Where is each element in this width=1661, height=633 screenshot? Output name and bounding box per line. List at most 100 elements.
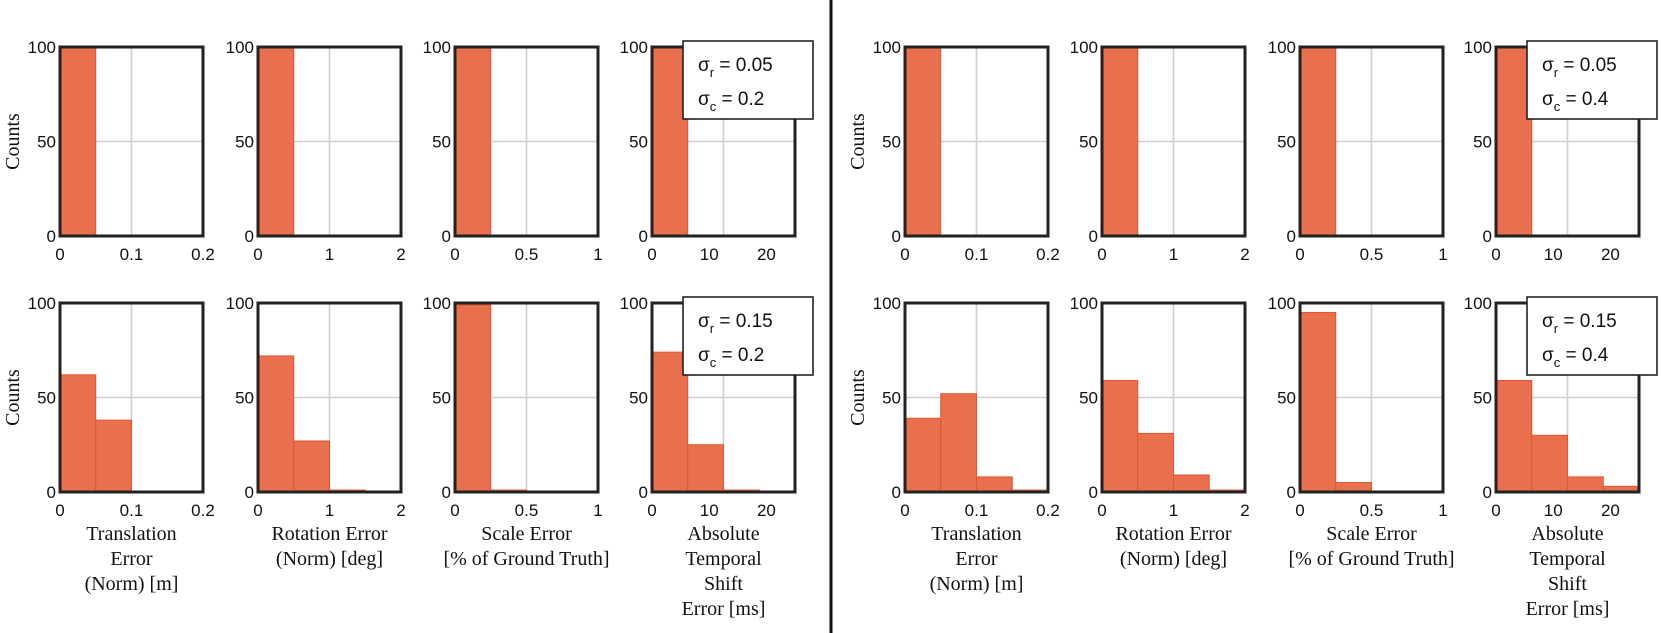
x-tick-label: 2 <box>396 501 405 520</box>
x-axis-label: Absolute <box>687 523 759 545</box>
histogram-bar <box>940 393 977 493</box>
x-tick-label: 10 <box>700 501 719 520</box>
subscript-r: r <box>710 65 715 80</box>
y-tick-label: 100 <box>1268 294 1296 313</box>
legend-entry-sigma-c: σc = 0.4 <box>1542 89 1609 114</box>
x-axis-label: Error [ms] <box>1526 598 1610 620</box>
y-tick-label: 0 <box>892 227 901 246</box>
histogram-bar <box>976 476 1013 493</box>
sigma-symbol: σ <box>1542 89 1554 110</box>
sigma-symbol: σ <box>698 311 710 332</box>
axes-frame <box>453 301 600 494</box>
y-tick-label: 50 <box>1277 389 1296 408</box>
y-tick-label: 100 <box>28 294 56 313</box>
y-axis-label: Counts <box>847 369 869 426</box>
x-tick-label: 1 <box>593 245 602 264</box>
axes-frame <box>1100 301 1247 494</box>
x-tick-label: 0.5 <box>515 245 539 264</box>
x-axis-label: Temporal <box>1529 548 1606 570</box>
subplot-right-2-1: 0 50 100 0 0.1 0.2 Counts Translation Error (Norm… <box>847 294 1060 595</box>
x-tick-label: 1 <box>1438 245 1447 264</box>
y-tick-label: 50 <box>1079 133 1098 152</box>
y-tick-label: 100 <box>28 38 56 57</box>
y-tick-label: 0 <box>442 483 451 502</box>
histogram-bar <box>1299 311 1337 493</box>
axes-frame <box>903 45 1050 238</box>
y-tick-label: 50 <box>629 389 648 408</box>
x-tick-label: 0 <box>647 501 656 520</box>
sigma-symbol: σ <box>1542 345 1554 366</box>
x-tick-label: 1 <box>325 501 334 520</box>
x-tick-label: 0 <box>1295 245 1304 264</box>
x-axis-label: Shift <box>1548 573 1587 595</box>
legend-value-sigma-c: = 0.2 <box>716 345 764 366</box>
y-tick-label: 0 <box>245 483 254 502</box>
subplot-right-2-4: 0 50 100 0 10 20 Absolute Temporal Shift Error [m… <box>1464 294 1658 620</box>
legend-value-sigma-c: = 0.2 <box>716 89 764 110</box>
y-tick-label: 0 <box>1089 483 1098 502</box>
x-axis-label: Error <box>955 548 998 570</box>
legend-box <box>682 296 814 376</box>
histogram-bar <box>257 355 295 493</box>
x-tick-label: 1 <box>1438 501 1447 520</box>
x-axis-label: Error <box>110 548 153 570</box>
histogram-bar <box>651 46 689 237</box>
x-axis-label: Rotation Error <box>271 523 387 545</box>
y-tick-label: 50 <box>235 389 254 408</box>
subplot-right-1-3: 0 50 100 0 0.5 1 <box>1268 38 1448 264</box>
y-axis-label: Counts <box>2 369 24 426</box>
subplot-left-2-3: 0 50 100 0 0.5 1 Scale Error [% of Ground Truth… <box>423 294 610 570</box>
x-tick-label: 0 <box>1295 501 1304 520</box>
sigma-symbol: σ <box>698 89 710 110</box>
x-axis-label: (Norm) [deg] <box>276 548 383 570</box>
y-tick-label: 50 <box>882 389 901 408</box>
histogram-bar <box>1531 434 1568 493</box>
x-tick-label: 20 <box>757 245 776 264</box>
x-tick-label: 0 <box>55 501 64 520</box>
x-tick-label: 0.2 <box>191 245 215 264</box>
axes-frame <box>256 45 403 238</box>
subscript-c: c <box>1554 355 1561 370</box>
sigma-symbol: σ <box>1542 311 1554 332</box>
x-tick-label: 0.1 <box>965 501 989 520</box>
histogram-bar <box>454 46 492 237</box>
x-axis-label: Translation <box>931 523 1021 545</box>
histogram-bar <box>1101 46 1139 237</box>
legend-value-sigma-c: = 0.4 <box>1560 89 1608 110</box>
x-tick-label: 0.1 <box>120 245 144 264</box>
x-tick-label: 2 <box>1240 245 1249 264</box>
y-tick-label: 50 <box>882 133 901 152</box>
sigma-symbol: σ <box>698 55 710 76</box>
y-tick-label: 0 <box>47 483 56 502</box>
y-tick-label: 100 <box>423 294 451 313</box>
histogram-bar <box>1495 46 1533 237</box>
x-tick-label: 0.5 <box>1360 501 1384 520</box>
legend-entry-sigma-c: σc = 0.2 <box>698 345 764 370</box>
x-tick-label: 10 <box>1544 501 1563 520</box>
x-tick-label: 0 <box>1491 501 1500 520</box>
legend-box <box>1526 40 1658 120</box>
x-axis-label: Shift <box>704 573 743 595</box>
x-tick-label: 0 <box>900 501 909 520</box>
x-tick-label: 0.2 <box>191 501 215 520</box>
y-tick-label: 0 <box>639 227 648 246</box>
y-tick-label: 100 <box>1268 38 1296 57</box>
subplot-left-2-4: 0 50 100 0 10 20 Absolute Temporal Shift Error [m… <box>620 294 814 620</box>
x-tick-label: 1 <box>325 245 334 264</box>
y-axis-label: Counts <box>847 113 869 170</box>
axes-frame <box>256 301 403 494</box>
subplot-right-1-2: 0 50 100 0 1 2 <box>1070 38 1250 264</box>
histogram-bar <box>1173 474 1210 493</box>
y-tick-label: 100 <box>873 38 901 57</box>
subscript-r: r <box>1554 65 1559 80</box>
subplot-right-2-2: 0 50 100 0 1 2 Rotation Error (Norm) [deg] <box>1070 294 1250 570</box>
y-tick-label: 0 <box>1089 227 1098 246</box>
y-tick-label: 50 <box>629 133 648 152</box>
histogram-bar <box>1137 432 1174 493</box>
y-tick-label: 100 <box>620 294 648 313</box>
axes-frame <box>453 45 600 238</box>
subplot-left-1-2: 0 50 100 0 1 2 <box>226 38 406 264</box>
